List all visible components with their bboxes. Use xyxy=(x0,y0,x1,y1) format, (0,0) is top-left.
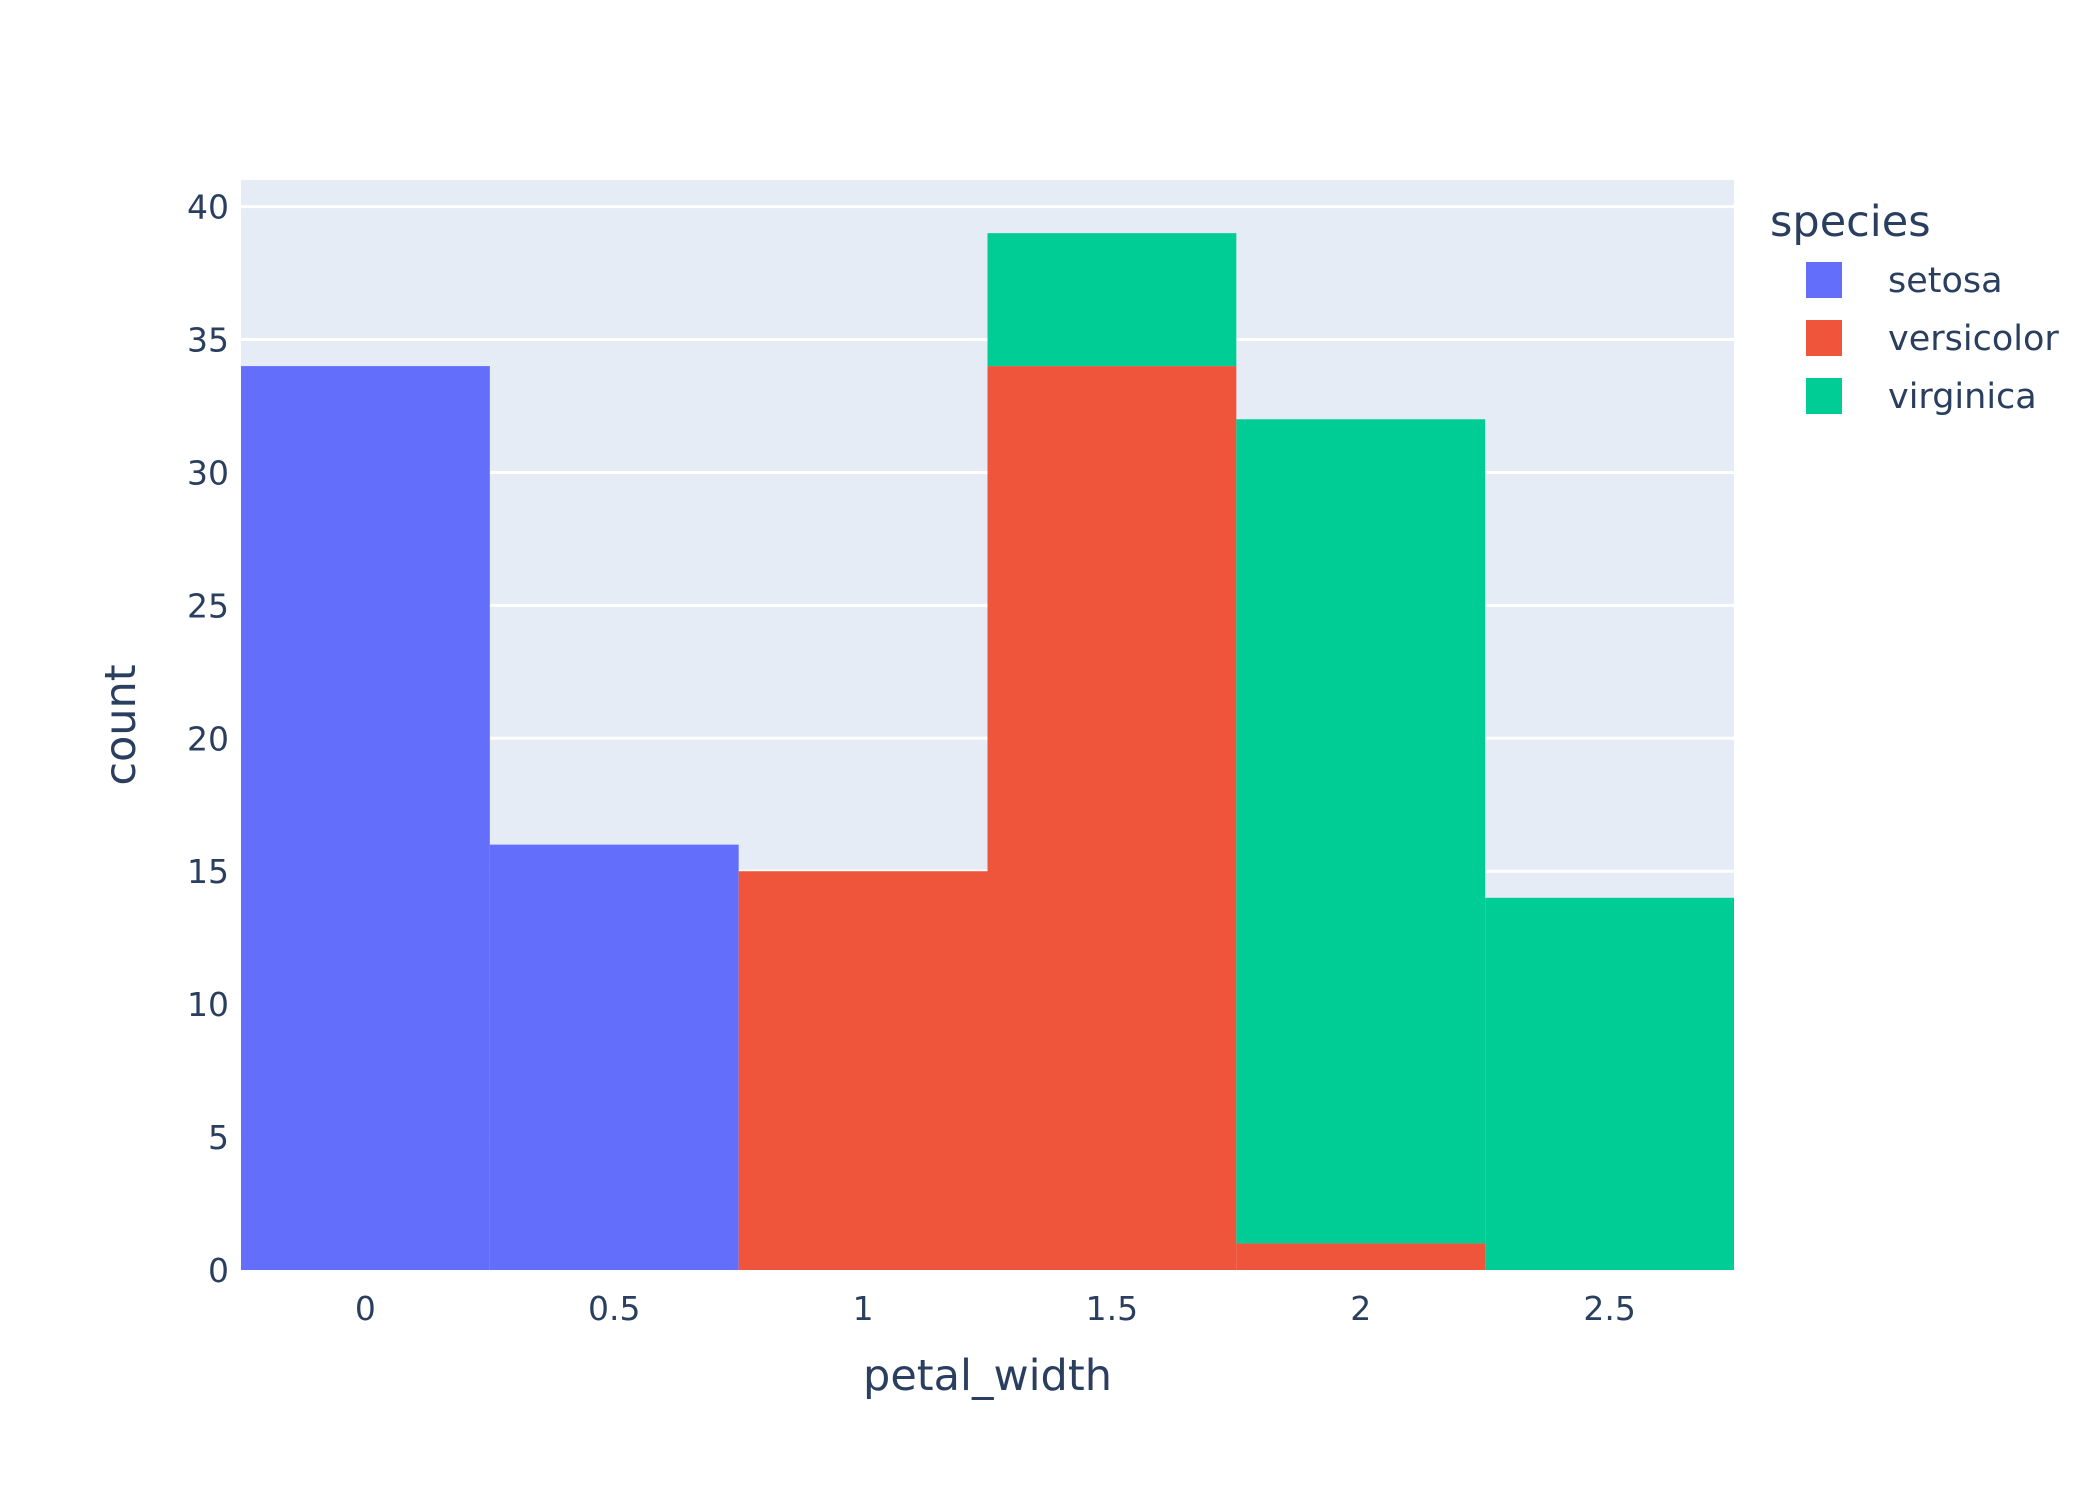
y-tick-label: 20 xyxy=(187,719,229,758)
legend: species setosa versicolor virginica xyxy=(1770,197,2059,417)
legend-title: species xyxy=(1770,197,1931,247)
x-tick-label: 1.5 xyxy=(1086,1289,1138,1328)
x-tick-label: 1 xyxy=(853,1289,874,1328)
legend-label-versicolor[interactable]: versicolor xyxy=(1888,319,2059,359)
legend-label-setosa[interactable]: setosa xyxy=(1888,261,2003,301)
x-axis-title: petal_width xyxy=(863,1351,1112,1401)
bar-setosa xyxy=(489,844,739,1270)
bars xyxy=(241,233,1734,1271)
y-tick-label: 25 xyxy=(187,586,229,625)
x-axis-ticks: 0 0.5 1 1.5 2 2.5 xyxy=(355,1289,1636,1328)
y-tick-label: 40 xyxy=(187,188,229,227)
x-tick-label: 2.5 xyxy=(1583,1289,1635,1328)
y-axis-ticks: 0 5 10 15 20 25 30 35 40 xyxy=(187,188,229,1290)
bar-virginica xyxy=(1485,897,1734,1270)
y-tick-label: 5 xyxy=(208,1118,229,1157)
bar-virginica xyxy=(1236,419,1486,1244)
bar-versicolor xyxy=(738,871,988,1270)
y-tick-label: 0 xyxy=(208,1251,229,1290)
x-tick-label: 0 xyxy=(355,1289,376,1328)
x-tick-label: 0.5 xyxy=(588,1289,640,1328)
legend-swatch-versicolor[interactable] xyxy=(1806,320,1842,356)
y-tick-label: 35 xyxy=(187,321,229,360)
bar-virginica xyxy=(987,233,1237,367)
y-tick-label: 30 xyxy=(187,453,229,492)
y-tick-label: 15 xyxy=(187,852,229,891)
y-tick-label: 10 xyxy=(187,985,229,1024)
legend-swatch-virginica[interactable] xyxy=(1806,378,1842,414)
legend-label-virginica[interactable]: virginica xyxy=(1888,377,2037,417)
x-tick-label: 2 xyxy=(1350,1289,1371,1328)
bar-setosa xyxy=(241,366,490,1271)
legend-swatch-setosa[interactable] xyxy=(1806,262,1842,298)
y-axis-title: count xyxy=(96,664,146,785)
bar-versicolor xyxy=(987,366,1237,1271)
bar-versicolor xyxy=(1236,1243,1486,1270)
